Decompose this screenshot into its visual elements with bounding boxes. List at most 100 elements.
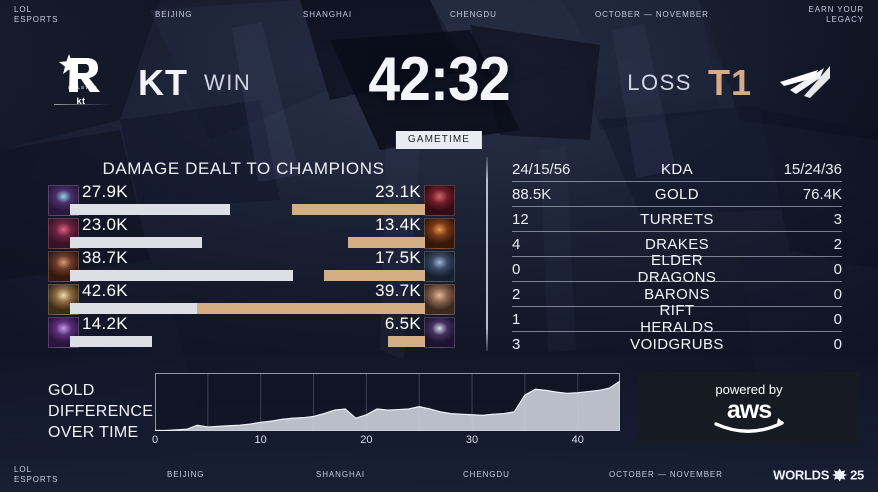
stat-right-value: 76.4K — [802, 185, 842, 203]
left-champion-portrait — [48, 185, 79, 216]
stat-right-value: 15/24/36 — [783, 160, 842, 178]
event-bar-dates: OCTOBER — NOVEMBER — [595, 10, 709, 19]
left-damage-bar — [70, 303, 315, 314]
kt-rolster-logo-mark: ROLSTER — [59, 54, 100, 92]
left-team-result: WIN — [204, 70, 252, 95]
left-team-block: ROLSTER kt KT WIN — [50, 52, 251, 114]
worlds-logo-year: 25 — [850, 467, 864, 483]
right-team-block: LOSS T1 — [627, 52, 836, 114]
worlds-logo-text: WORLDS — [773, 467, 830, 483]
gold-difference-plot — [155, 373, 621, 432]
chart-x-tick-label: 10 — [254, 434, 267, 446]
aws-logo-mark: aws — [714, 396, 784, 433]
team-stats-table: 24/15/56 KDA 15/24/36 88.5K GOLD 76.4K 1 2 TURRE… — [512, 157, 842, 357]
stat-row: 2 BARONS 0 — [512, 282, 842, 307]
right-team-result: LOSS — [627, 70, 692, 95]
stat-left-value: 1 — [512, 310, 521, 328]
left-damage-value: 23.0K — [82, 215, 128, 234]
stat-right-value: 0 — [833, 260, 842, 278]
stat-label: DRAKES — [644, 235, 710, 253]
stat-row: 88.5K GOLD 76.4K — [512, 182, 842, 207]
right-damage-value: 17.5K — [375, 248, 421, 267]
bottom-bar-city-chengdu: CHENGDU — [463, 470, 510, 479]
damage-row: 27.9K 23.1K — [0, 182, 487, 217]
damage-rows-list: 27.9K 23.1K 23.0K 13.4K 38.7K 17.5K 42.6K 39.7K… — [0, 182, 487, 349]
stat-label: BARONS — [644, 285, 710, 303]
stat-right-value: 3 — [833, 210, 842, 228]
right-damage-bar — [196, 303, 425, 314]
event-bar-tagline: EARN YOUR LEGACY — [808, 5, 864, 24]
right-damage-bar — [387, 336, 425, 347]
kt-logo-underline — [54, 104, 110, 105]
kt-rolster-logo: ROLSTER kt — [50, 52, 112, 114]
right-damage-value: 39.7K — [375, 281, 421, 300]
gold-difference-title: GOLD DIFFERENCE OVER TIME — [48, 380, 153, 443]
stat-label: VOIDGRUBS — [630, 336, 724, 353]
event-bar-lol-esports: LOL ESPORTS — [14, 5, 59, 24]
damage-row: 14.2K 6.5K — [0, 314, 487, 349]
stat-label: RIFT HERALDS — [640, 302, 714, 336]
right-damage-bar — [347, 237, 425, 248]
gold-difference-title-line-1: GOLD — [48, 382, 95, 399]
stat-right-value: 2 — [833, 235, 842, 253]
panel-divider — [486, 157, 488, 351]
bottom-bar-dates: OCTOBER — NOVEMBER — [609, 470, 723, 479]
left-damage-value: 27.9K — [82, 182, 128, 201]
left-damage-value: 38.7K — [82, 248, 128, 267]
damage-row: 38.7K 17.5K — [0, 248, 487, 283]
game-timer: 42:32 — [368, 45, 510, 114]
stat-left-value: 88.5K — [512, 185, 552, 203]
stat-row: 12 TURRETS 3 — [512, 207, 842, 232]
gold-difference-title-line-3: OVER TIME — [48, 424, 139, 441]
stat-right-value: 0 — [833, 285, 842, 303]
kt-rolster-wordmark: ROLSTER — [68, 85, 97, 90]
damage-row: 23.0K 13.4K — [0, 215, 487, 250]
aws-sponsor-panel: powered by aws — [638, 372, 860, 444]
stat-left-value: 24/15/56 — [512, 160, 571, 178]
left-damage-bar — [70, 270, 293, 281]
t1-logo — [774, 52, 836, 114]
gold-difference-title-line-2: DIFFERENCE — [48, 403, 154, 420]
damage-panel-title: DAMAGE DEALT TO CHAMPIONS — [102, 159, 385, 178]
stat-label: GOLD — [654, 185, 700, 203]
damage-row: 42.6K 39.7K — [0, 281, 487, 316]
right-damage-value: 6.5K — [384, 314, 421, 333]
right-champion-portrait — [424, 284, 455, 315]
stat-left-value: 2 — [512, 285, 521, 303]
stat-label: KDA — [660, 160, 693, 178]
event-bar-city-beijing: BEIJING — [155, 10, 193, 19]
aws-powered-by-text: powered by — [715, 382, 783, 397]
left-damage-value: 42.6K — [82, 281, 128, 300]
stat-row: 0 ELDER DRAGONS 0 — [512, 252, 842, 286]
bottom-bar-lol-esports: LOL ESPORTS — [14, 465, 59, 484]
chart-x-tick-label: 40 — [571, 434, 584, 446]
stat-row: 1 RIFT HERALDS 0 — [512, 302, 842, 336]
stat-row: 4 DRAKES 2 — [512, 232, 842, 257]
right-champion-portrait — [424, 317, 455, 348]
stat-right-value: 0 — [833, 310, 842, 328]
stat-left-value: 0 — [512, 260, 521, 278]
stat-row: 24/15/56 KDA 15/24/36 — [512, 157, 842, 182]
bottom-bar-city-shanghai: SHANGHAI — [316, 470, 365, 479]
gametime-badge: GAMETIME — [395, 131, 483, 149]
right-champion-portrait — [424, 185, 455, 216]
kt-logo-sublabel: kt — [76, 96, 86, 106]
stat-label: TURRETS — [640, 210, 714, 228]
left-damage-bar — [70, 237, 203, 248]
stat-right-value: 0 — [833, 336, 842, 353]
bottom-bar-city-beijing: BEIJING — [167, 470, 205, 479]
stat-row: 3 VOIDGRUBS 0 — [512, 332, 842, 357]
right-damage-value: 23.1K — [375, 182, 421, 201]
gold-difference-x-axis: 0 10 20 30 40 — [152, 434, 620, 450]
chart-x-tick-label: 20 — [360, 434, 373, 446]
chart-line — [155, 380, 621, 432]
right-champion-portrait — [424, 218, 455, 249]
bottom-event-bar: LOL ESPORTS BEIJING SHANGHAI CHENGDU OCT… — [0, 458, 878, 492]
left-team-name: KT — [138, 62, 188, 103]
stat-left-value: 4 — [512, 235, 521, 253]
left-damage-value: 14.2K — [82, 314, 128, 333]
chart-area-fill — [155, 381, 620, 431]
worlds-star-icon — [832, 468, 848, 482]
aws-wordmark: aws — [727, 397, 771, 424]
